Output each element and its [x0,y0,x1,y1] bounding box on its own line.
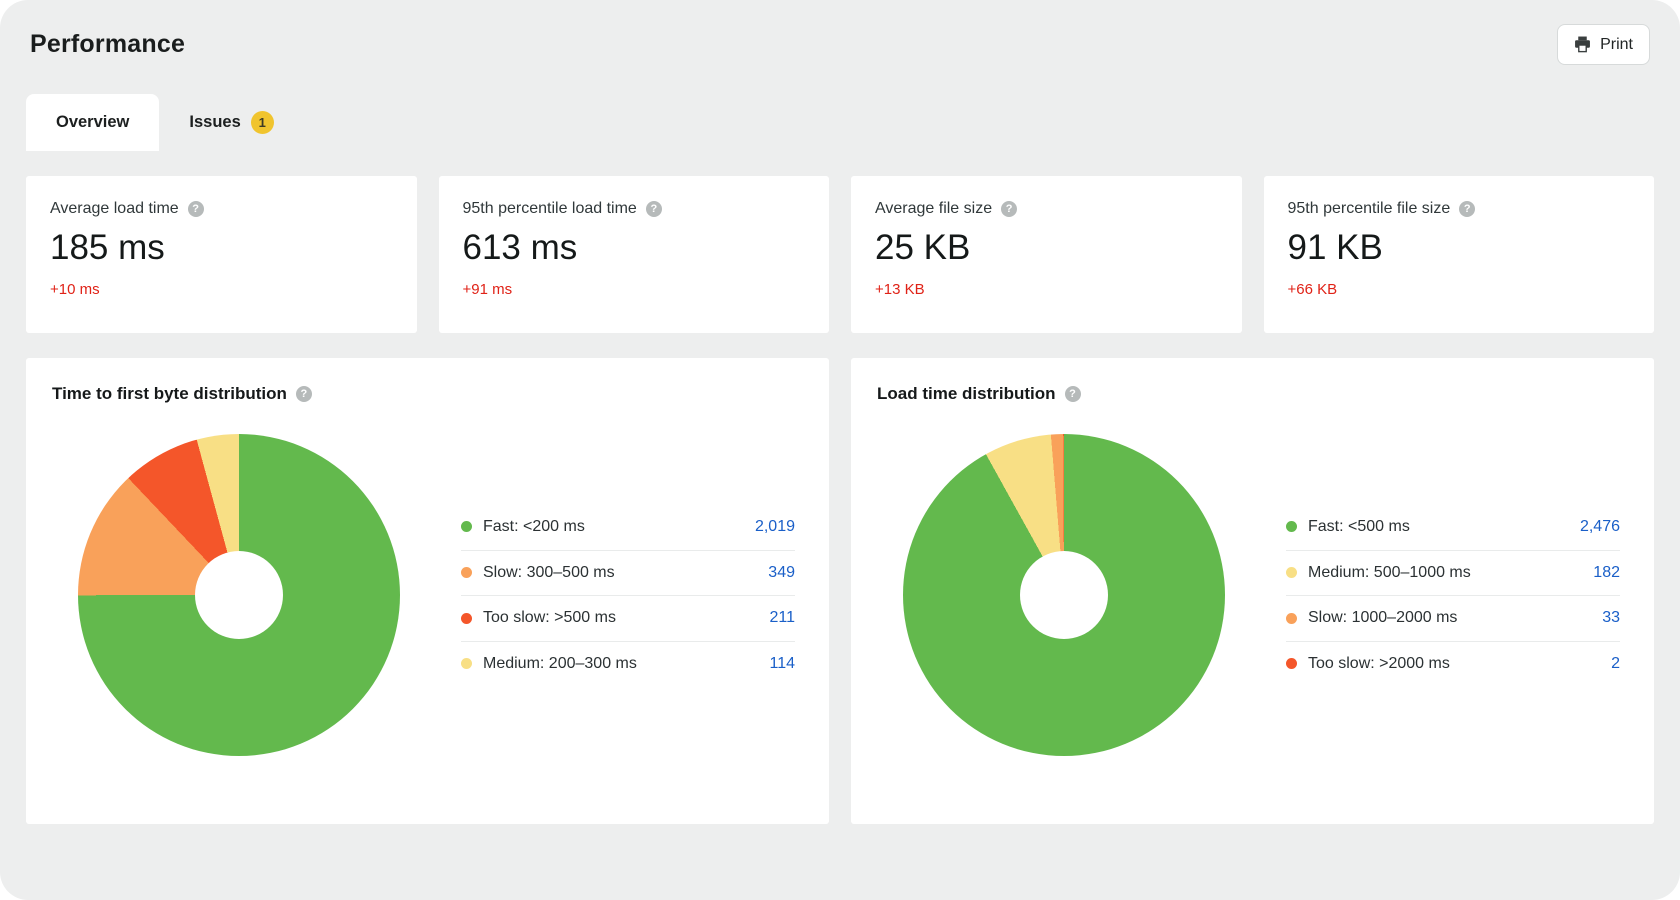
stat-value: 25 KB [875,228,971,267]
chart-cards-row: Time to first byte distribution Fast: <2… [26,358,1654,824]
legend-color-dot [1286,658,1297,670]
help-icon[interactable] [645,201,662,217]
tab-label: Issues [189,113,241,131]
stat-delta: +13 KB [875,281,925,299]
legend-value-link[interactable]: 182 [1593,563,1620,581]
chart-title: Time to first byte distribution [52,384,287,403]
legend-value-link[interactable]: 211 [769,609,795,627]
stat-value: 91 KB [1287,228,1383,267]
stat-value: 185 ms [50,228,165,267]
page-title: Performance [30,30,186,58]
donut-hole [195,551,283,639]
donut-chart[interactable] [903,434,1225,756]
help-icon[interactable] [295,386,312,402]
legend-item[interactable]: Fast: <200 ms 2,019 [461,504,795,550]
stat-delta: +91 ms [462,281,513,299]
legend-item[interactable]: Too slow: >2000 ms 2 [1286,640,1620,687]
tab-overview[interactable]: Overview [26,94,160,151]
legend-label: Fast: <500 ms [1308,517,1410,535]
chart-legend: Fast: <500 ms 2,476 Medium: 500–1000 ms … [1286,504,1620,686]
legend-label: Too slow: >2000 ms [1308,654,1450,672]
chart-title: Load time distribution [877,384,1056,403]
legend-value-link[interactable]: 2,476 [1579,517,1620,535]
tab-issues[interactable]: Issues 1 [159,94,303,151]
stat-card-95th-percentile-file-size: 95th percentile file size 91 KB +66 KB [1263,176,1654,333]
legend-label: Slow: 300–500 ms [483,563,615,581]
legend-color-dot [1286,567,1297,579]
legend-item[interactable]: Slow: 300–500 ms 349 [461,549,795,596]
stat-cards-row: Average load time 185 ms +10 ms 95th per… [26,176,1654,333]
help-icon[interactable] [1001,201,1018,217]
legend-item[interactable]: Medium: 500–1000 ms 182 [1286,549,1620,596]
legend-item[interactable]: Medium: 200–300 ms 114 [461,640,795,687]
stat-label: 95th percentile load time [462,200,637,217]
tab-label: Overview [56,113,130,131]
legend-value-link[interactable]: 2,019 [754,517,795,535]
legend-value-link[interactable]: 33 [1602,609,1620,627]
legend-value-link[interactable]: 2 [1611,654,1620,672]
legend-color-dot [461,658,472,670]
help-icon[interactable] [1064,386,1081,402]
help-icon[interactable] [1459,201,1476,217]
load-time-distribution-card: Load time distribution Fast: <500 ms 2,4… [851,358,1654,824]
legend-color-dot [461,521,472,533]
legend-label: Medium: 500–1000 ms [1308,563,1471,581]
tab-bar: Overview Issues 1 [26,94,1654,151]
issues-count-badge: 1 [250,111,274,134]
legend-label: Fast: <200 ms [483,517,585,535]
page-header: Performance Print [0,0,1680,65]
stat-card-average-load-time: Average load time 185 ms +10 ms [26,176,417,333]
printer-icon [1574,36,1591,53]
chart-legend: Fast: <200 ms 2,019 Slow: 300–500 ms 349… [461,504,795,686]
help-icon[interactable] [187,201,204,217]
legend-value-link[interactable]: 114 [769,654,795,672]
print-label: Print [1600,35,1633,53]
donut-hole [1020,551,1108,639]
donut-chart[interactable] [78,434,400,756]
stat-card-95th-percentile-load-time: 95th percentile load time 613 ms +91 ms [438,176,829,333]
legend-value-link[interactable]: 349 [768,563,795,581]
legend-item[interactable]: Fast: <500 ms 2,476 [1286,504,1620,550]
stat-value: 613 ms [462,228,578,267]
legend-label: Too slow: >500 ms [483,609,616,627]
stat-delta: +10 ms [50,281,100,299]
stat-label: 95th percentile file size [1287,200,1451,217]
legend-color-dot [461,567,472,579]
legend-item[interactable]: Too slow: >500 ms 211 [461,595,795,641]
legend-item[interactable]: Slow: 1000–2000 ms 33 [1286,595,1620,641]
legend-color-dot [1286,521,1297,533]
legend-label: Medium: 200–300 ms [483,654,637,672]
legend-color-dot [1286,612,1297,624]
legend-label: Slow: 1000–2000 ms [1308,609,1458,627]
stat-label: Average file size [875,200,993,217]
print-button[interactable]: Print [1557,24,1650,65]
stat-label: Average load time [50,200,179,217]
legend-color-dot [461,612,472,624]
stat-card-average-file-size: Average file size 25 KB +13 KB [851,176,1242,333]
ttfb-distribution-card: Time to first byte distribution Fast: <2… [26,358,829,824]
stat-delta: +66 KB [1287,281,1338,299]
